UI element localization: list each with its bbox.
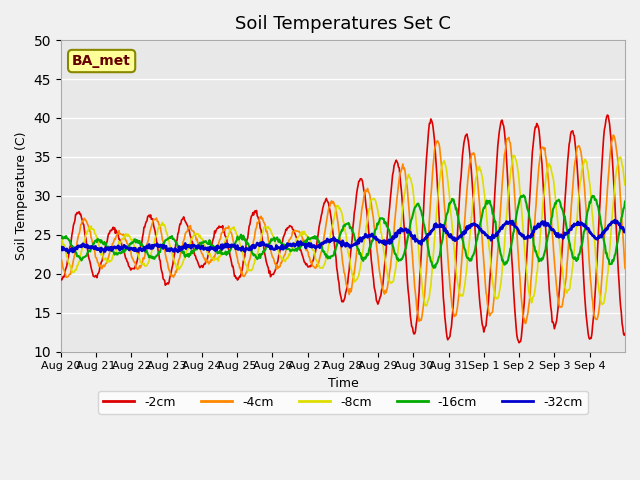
-4cm <box>621 265 629 271</box>
-2cm <box>401 240 409 246</box>
-32cm <box>228 242 236 248</box>
-32cm <box>611 217 618 223</box>
-8cm <box>124 233 131 239</box>
Text: BA_met: BA_met <box>72 54 131 68</box>
-8cm <box>57 231 65 237</box>
-8cm <box>255 246 262 252</box>
Line: -2cm: -2cm <box>61 115 625 343</box>
-4cm <box>433 139 440 144</box>
-2cm <box>255 216 262 222</box>
Line: -16cm: -16cm <box>61 195 625 268</box>
-2cm <box>621 331 629 336</box>
-8cm <box>434 199 442 205</box>
-2cm <box>515 340 523 346</box>
-2cm <box>276 247 284 253</box>
-16cm <box>430 265 438 271</box>
Line: -32cm: -32cm <box>61 220 625 253</box>
-16cm <box>276 239 284 244</box>
-32cm <box>57 246 65 252</box>
-4cm <box>522 321 529 326</box>
-32cm <box>621 229 629 235</box>
-2cm <box>124 259 131 264</box>
-8cm <box>227 228 235 233</box>
-4cm <box>609 132 617 138</box>
-32cm <box>277 246 285 252</box>
-4cm <box>401 168 409 174</box>
-16cm <box>255 255 262 261</box>
Y-axis label: Soil Temperature (C): Soil Temperature (C) <box>15 132 28 260</box>
Line: -4cm: -4cm <box>61 135 625 324</box>
-16cm <box>227 246 235 252</box>
-8cm <box>422 303 430 309</box>
-2cm <box>227 256 235 262</box>
Legend: -2cm, -4cm, -8cm, -16cm, -32cm: -2cm, -4cm, -8cm, -16cm, -32cm <box>98 391 588 414</box>
-32cm <box>124 245 132 251</box>
-2cm <box>433 170 440 176</box>
X-axis label: Time: Time <box>328 377 358 390</box>
-32cm <box>255 243 263 249</box>
-16cm <box>57 235 65 241</box>
-4cm <box>255 219 262 225</box>
-16cm <box>621 199 629 204</box>
-8cm <box>621 182 629 188</box>
-16cm <box>124 244 131 250</box>
-32cm <box>434 222 442 228</box>
-8cm <box>276 253 284 259</box>
-32cm <box>402 226 410 232</box>
-4cm <box>276 264 284 269</box>
-4cm <box>57 257 65 263</box>
-8cm <box>509 153 517 158</box>
Line: -8cm: -8cm <box>61 156 625 306</box>
-8cm <box>401 189 409 194</box>
Title: Soil Temperatures Set C: Soil Temperatures Set C <box>235 15 451 33</box>
-16cm <box>434 259 442 265</box>
-16cm <box>401 247 409 252</box>
-2cm <box>604 112 611 118</box>
-2cm <box>57 276 65 282</box>
-4cm <box>227 229 235 235</box>
-16cm <box>520 192 527 198</box>
-32cm <box>65 250 72 256</box>
-4cm <box>124 240 131 246</box>
